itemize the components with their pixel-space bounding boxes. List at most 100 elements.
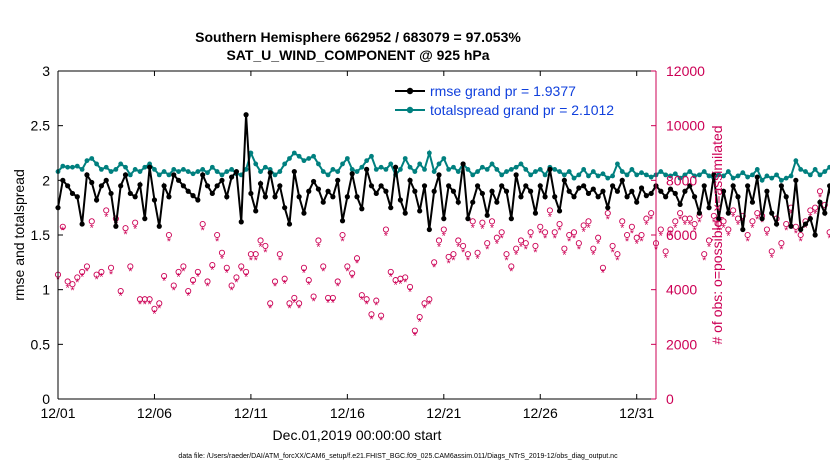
obs-assimilated-point: * — [827, 233, 830, 245]
rmse-point — [687, 183, 693, 189]
y-right-tick-label: 8000 — [666, 172, 697, 188]
rmse-point — [532, 210, 539, 216]
obs-assimilated-point: * — [326, 297, 331, 309]
y-axis-left-label: rmse and totalspread — [11, 169, 27, 301]
obs-assimilated-point: * — [446, 258, 451, 270]
obs-possible-point — [763, 226, 770, 233]
spread-point — [803, 169, 808, 174]
rmse-point — [508, 216, 514, 222]
obs-assimilated-point: * — [287, 303, 292, 315]
rmse-point — [658, 188, 664, 194]
spread-point — [615, 161, 620, 167]
legend-spread-marker — [406, 106, 414, 114]
obs-possible-point — [411, 327, 418, 334]
obs-possible-point — [93, 271, 100, 278]
rmse-point — [817, 199, 823, 205]
spread-point — [697, 172, 702, 178]
rmse-point — [286, 221, 293, 227]
spread-point — [243, 167, 249, 172]
spread-point — [513, 164, 519, 170]
rmse-point — [648, 190, 654, 197]
obs-assimilated-point: * — [273, 281, 278, 293]
spread-point — [253, 161, 259, 167]
obs-possible-point — [686, 215, 693, 222]
rmse-point — [595, 194, 601, 200]
obs-possible-point — [79, 268, 86, 275]
spread-point — [788, 173, 794, 179]
x-tick-label: 12/31 — [619, 405, 654, 421]
obs-assimilated-point: * — [456, 241, 461, 253]
obs-assimilated-point: * — [99, 272, 104, 284]
obs-possible-point — [189, 277, 197, 284]
rmse-point — [335, 177, 341, 183]
obs-possible-point — [513, 245, 520, 252]
rmse-point — [69, 190, 76, 197]
obs-assimilated-point: * — [538, 228, 543, 240]
spread-point — [687, 169, 693, 174]
rmse-point — [368, 183, 375, 189]
obs-assimilated-point: * — [500, 233, 505, 245]
spread-point — [364, 158, 370, 164]
obs-assimilated-point: * — [398, 278, 403, 290]
rmse-point — [257, 181, 264, 187]
spread-point — [648, 174, 654, 180]
spread-point — [74, 163, 80, 169]
obs-assimilated-point: * — [345, 266, 350, 278]
obs-assimilated-point: * — [75, 277, 80, 289]
obs-assimilated-point: * — [582, 226, 587, 238]
axes-layer: 12/01 12/06 12/11 12/16 12/21 12/26 12/31 0 0.5 1… — [31, 63, 706, 421]
rmse-point — [412, 188, 418, 194]
obs-possible-point — [812, 204, 819, 211]
obs-assimilated-point: * — [678, 214, 683, 226]
obs-assimilated-point: * — [712, 217, 717, 229]
obs-possible-point — [474, 249, 481, 256]
obs-possible-point — [725, 226, 732, 233]
obs-assimilated-point: * — [355, 258, 360, 270]
spread-point — [537, 167, 543, 172]
rmse-point — [315, 186, 322, 192]
obs-assimilated-point: * — [480, 224, 485, 236]
obs-possible-point — [281, 275, 288, 282]
spread-point — [383, 167, 389, 172]
obs-assimilated-point: * — [451, 255, 456, 267]
obs-assimilated-point: * — [736, 220, 741, 232]
y-left-tick-label: 0.5 — [31, 336, 51, 352]
spread-point — [682, 172, 688, 178]
obs-assimilated-point: * — [389, 272, 394, 284]
obs-assimilated-point: * — [803, 222, 808, 234]
obs-assimilated-point: * — [649, 214, 654, 226]
rmse-point — [364, 166, 370, 172]
rmse-point — [84, 172, 90, 178]
spread-point — [398, 167, 403, 172]
spread-point — [759, 177, 765, 183]
obs-possible-point — [570, 229, 578, 236]
obs-assimilated-point: * — [519, 241, 524, 253]
obs-assimilated-point: * — [490, 222, 495, 234]
obs-possible-point — [749, 218, 756, 225]
obs-possible-point — [209, 262, 216, 269]
obs-possible-point — [542, 229, 549, 236]
legend-rmse-marker — [406, 87, 414, 95]
obs-assimilated-point: * — [750, 222, 755, 234]
y-right-tick-label: 2000 — [666, 336, 697, 352]
spread-point — [325, 172, 331, 178]
obs-possible-point — [445, 253, 452, 260]
rmse-point — [600, 188, 606, 194]
rmse-point — [397, 197, 404, 203]
obs-possible-point — [624, 231, 631, 239]
rmse-point — [812, 232, 818, 238]
obs-possible-point — [218, 249, 226, 256]
rmse-point — [339, 218, 346, 224]
obs-assimilated-point: * — [784, 225, 789, 237]
obs-assimilated-point: * — [316, 241, 321, 253]
y-left-tick-label: 2 — [42, 172, 50, 188]
obs-assimilated-point: * — [220, 254, 225, 266]
rmse-point — [450, 188, 457, 194]
obs-assimilated-point: * — [278, 255, 283, 267]
obs-possible-point — [117, 287, 124, 295]
obs-assimilated-point: * — [302, 267, 307, 279]
obs-possible-point — [561, 245, 568, 252]
chart-title-line1: Southern Hemisphere 662952 / 683079 = 97… — [195, 29, 521, 45]
rmse-point — [65, 183, 71, 189]
spread-point — [354, 169, 360, 174]
